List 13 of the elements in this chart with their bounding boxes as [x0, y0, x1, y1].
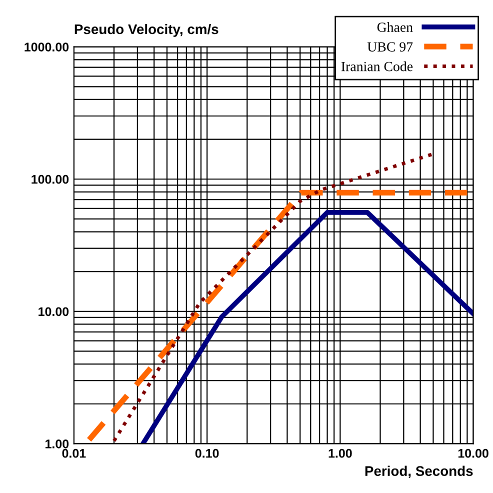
- y-tick-label: 10.00: [38, 307, 69, 316]
- y-tick-label: 1000.00: [24, 42, 69, 52]
- x-axis-title: Period, Seconds: [365, 466, 473, 478]
- x-tick-label: 1.00: [328, 448, 352, 458]
- legend-label: Iranian Code: [341, 61, 413, 72]
- x-tick-label: 10.00: [458, 448, 488, 458]
- y-tick-label: 100.00: [32, 174, 69, 184]
- y-tick-label: 1.00: [46, 440, 69, 448]
- legend-label: UBC 97: [367, 42, 413, 52]
- legend-label: Ghaen: [377, 22, 413, 32]
- x-tick-label: 0.10: [195, 448, 219, 458]
- y-axis-title: Pseudo Velocity, cm/s: [74, 24, 218, 37]
- x-tick-label: 0.01: [62, 448, 86, 458]
